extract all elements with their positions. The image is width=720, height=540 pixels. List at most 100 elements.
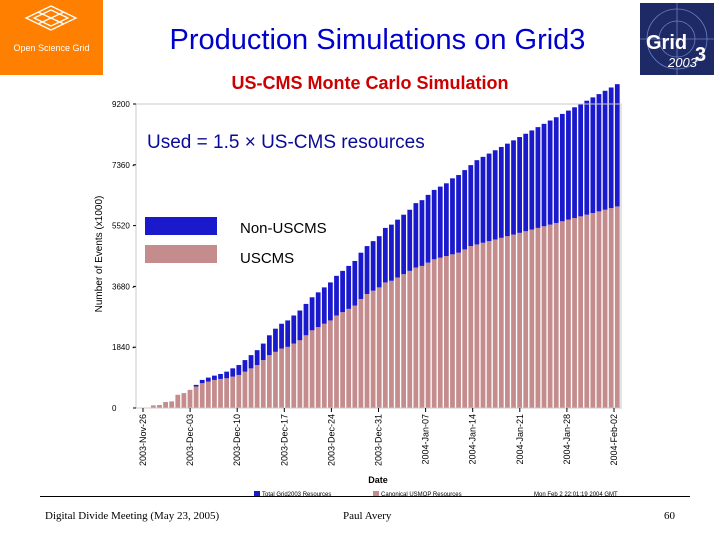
- bar-uscms: [578, 216, 584, 408]
- chart-title: US-CMS Monte Carlo Simulation: [231, 73, 509, 93]
- bar-non-uscms: [212, 375, 217, 380]
- bar-non-uscms: [566, 110, 571, 220]
- bar-non-uscms: [425, 194, 431, 263]
- bar-non-uscms: [334, 275, 339, 316]
- bar-uscms: [559, 221, 565, 408]
- bar-non-uscms: [254, 350, 260, 366]
- x-tick-label: 2004-Jan-14: [468, 414, 478, 465]
- bar-non-uscms: [498, 146, 504, 238]
- bar-uscms: [242, 371, 248, 408]
- bar-uscms: [193, 386, 199, 408]
- bar-uscms: [212, 379, 217, 408]
- bar-uscms: [352, 305, 358, 408]
- bar-non-uscms: [456, 175, 461, 253]
- bars-group: [151, 84, 620, 408]
- bar-non-uscms: [205, 377, 211, 382]
- y-tick-label: 3680 -: [112, 282, 135, 291]
- bar-uscms: [535, 227, 541, 408]
- axes-group: 0 1840 - 3680 - 5520 7360 - 9200 2003-Nov-26 20…: [112, 100, 622, 466]
- footer-author: Paul Avery: [343, 510, 392, 522]
- bar-uscms: [529, 229, 535, 408]
- bar-uscms: [517, 232, 522, 408]
- bar-non-uscms: [285, 320, 291, 347]
- x-tick-label: 2003-Dec-03: [185, 414, 195, 466]
- bar-non-uscms: [382, 227, 388, 283]
- bar-uscms: [175, 394, 181, 408]
- bar-non-uscms: [321, 287, 327, 324]
- bar-uscms: [340, 312, 345, 408]
- bar-uscms: [163, 402, 168, 408]
- bar-non-uscms: [297, 310, 303, 341]
- bar-uscms: [523, 231, 529, 408]
- bar-uscms: [346, 308, 352, 408]
- bar-non-uscms: [370, 241, 376, 291]
- bar-non-uscms: [395, 219, 400, 278]
- bar-uscms: [395, 277, 400, 408]
- grid3-logo-year: 2003: [667, 55, 698, 70]
- osg-logo: Open Science Grid: [0, 0, 103, 75]
- bar-uscms: [553, 222, 559, 408]
- bar-uscms: [169, 401, 175, 408]
- bar-uscms: [413, 267, 419, 408]
- bottom-legend-total: Total Grid2003 Resources: [262, 492, 331, 498]
- x-tick-label: 2004-Feb-02: [609, 414, 619, 466]
- bar-non-uscms: [315, 292, 321, 328]
- bar-non-uscms: [352, 260, 358, 306]
- bar-uscms: [364, 294, 370, 408]
- x-tick-label: 2003-Dec-17: [279, 414, 289, 466]
- bar-non-uscms: [193, 384, 199, 387]
- bar-uscms: [303, 335, 309, 408]
- footer-divider: [40, 496, 690, 497]
- bar-uscms: [151, 405, 156, 408]
- grid3-logo-text: Grid: [646, 32, 687, 54]
- bar-non-uscms: [547, 120, 553, 225]
- bar-uscms: [425, 262, 431, 408]
- x-tick-label: 2004-Jan-07: [421, 414, 431, 465]
- bar-non-uscms: [303, 303, 309, 336]
- bar-non-uscms: [291, 315, 297, 344]
- bar-non-uscms: [242, 360, 248, 372]
- bar-uscms: [389, 280, 394, 408]
- bar-uscms: [382, 282, 388, 408]
- bar-uscms: [572, 218, 577, 408]
- bar-uscms: [614, 206, 620, 408]
- grid3-logo: Grid 3 2003: [640, 3, 714, 75]
- bar-non-uscms: [279, 323, 284, 349]
- bar-uscms: [401, 274, 407, 408]
- bar-uscms: [266, 355, 272, 408]
- y-tick-label: 5520: [112, 222, 130, 231]
- bar-uscms: [187, 389, 193, 408]
- legend-label-uscms: USCMS: [240, 250, 294, 267]
- bar-uscms: [181, 393, 187, 408]
- bar-non-uscms: [505, 143, 510, 237]
- bar-uscms: [566, 219, 571, 408]
- slide-title: Production Simulations on Grid3: [169, 24, 586, 56]
- bar-non-uscms: [602, 90, 608, 210]
- bar-non-uscms: [199, 379, 205, 384]
- bar-uscms: [492, 239, 498, 408]
- bar-non-uscms: [273, 328, 278, 352]
- bar-uscms: [468, 246, 474, 408]
- bar-non-uscms: [364, 246, 370, 294]
- bar-uscms: [236, 374, 242, 408]
- chart-timestamp: Mon Feb 2 22:01:19 2004 GMT: [534, 492, 618, 498]
- bar-non-uscms: [401, 214, 407, 275]
- bar-non-uscms: [248, 355, 254, 369]
- bar-uscms: [291, 343, 297, 408]
- bar-uscms: [260, 360, 266, 408]
- bar-non-uscms: [419, 200, 425, 266]
- bar-non-uscms: [578, 104, 584, 217]
- bar-non-uscms: [413, 203, 419, 268]
- bar-uscms: [431, 259, 437, 408]
- bar-uscms: [315, 327, 321, 408]
- bottom-legend-swatch-total: [254, 491, 260, 496]
- bar-non-uscms: [541, 123, 547, 227]
- bar-uscms: [437, 257, 443, 408]
- bar-non-uscms: [480, 156, 486, 243]
- bar-uscms: [321, 323, 327, 408]
- bar-uscms: [450, 254, 455, 408]
- bar-non-uscms: [590, 97, 596, 214]
- bar-non-uscms: [614, 84, 620, 207]
- bar-non-uscms: [523, 133, 529, 232]
